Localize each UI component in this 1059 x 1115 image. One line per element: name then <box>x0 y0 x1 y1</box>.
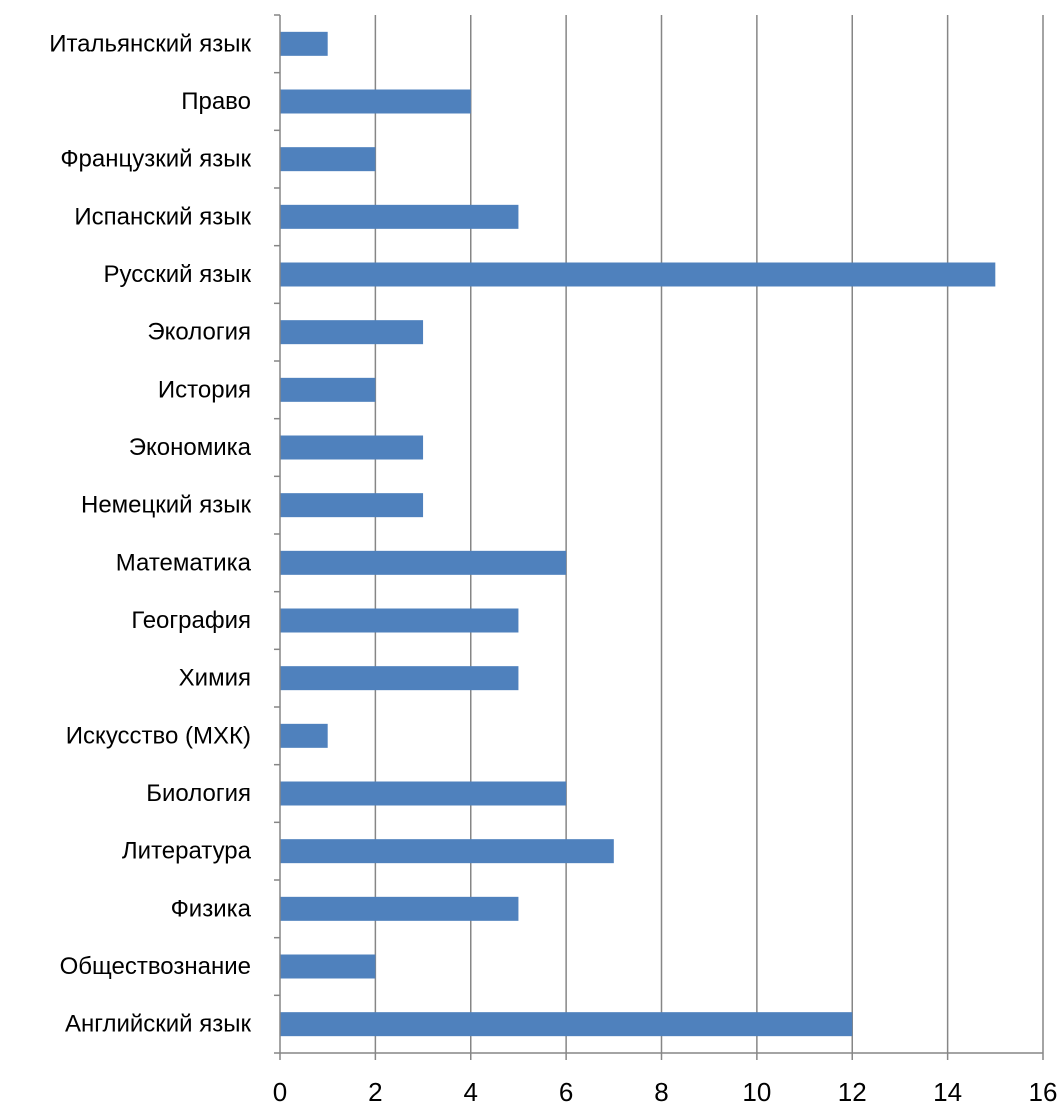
category-label: Испанский язык <box>74 203 251 230</box>
bar-9: Немецкий язык: 3 <box>280 493 424 518</box>
x-tick-label: 8 <box>654 1077 668 1107</box>
bar-16: Право: 4 <box>280 89 471 114</box>
label-layer: Английский язык Обществознание Физика Литер… <box>49 30 1057 1107</box>
bar-5: Искусство (МХК): 1 <box>280 723 328 748</box>
bar-2: Физика: 5 <box>280 896 519 921</box>
bar-4: Биология: 6 <box>280 781 567 806</box>
category-label: Немецкий язык <box>81 492 252 519</box>
bar-0: Английский язык: 12 <box>280 1012 853 1037</box>
category-label: Право <box>181 88 251 115</box>
x-tick-label: 4 <box>464 1077 478 1107</box>
x-tick-label: 14 <box>933 1077 962 1107</box>
category-label: Итальянский язык <box>49 30 251 57</box>
bar-6: Химия: 5 <box>280 666 519 691</box>
bar-1: Обществознание: 2 <box>280 954 376 979</box>
bar-11: История: 2 <box>280 377 376 402</box>
category-label: Русский язык <box>104 261 252 288</box>
bar-12: Экология: 3 <box>280 320 424 345</box>
category-label: Экология <box>147 319 251 346</box>
bar-14: Испанский язык: 5 <box>280 204 519 229</box>
bar-10: Экономика: 3 <box>280 435 424 460</box>
x-tick-label: 2 <box>368 1077 382 1107</box>
category-label: Экономика <box>129 434 252 461</box>
bar-8: Математика: 6 <box>280 550 567 575</box>
category-label: Биология <box>146 780 251 807</box>
x-tick-label: 6 <box>559 1077 573 1107</box>
category-label: Математика <box>116 549 252 576</box>
x-tick-label: 10 <box>742 1077 771 1107</box>
category-label: Обществознание <box>60 953 251 980</box>
bar-layer: Английский язык: 12 Обществознание: 2 Физи… <box>280 31 996 1037</box>
bar-13: Русский язык: 15 <box>280 262 996 287</box>
category-label: Физика <box>171 895 252 922</box>
x-tick-label: 12 <box>838 1077 867 1107</box>
grid-layer <box>374 15 1044 1053</box>
x-tick-label: 16 <box>1029 1077 1058 1107</box>
bar-17: Итальянский язык: 1 <box>280 31 328 56</box>
bar-15: Французкий язык: 2 <box>280 147 376 172</box>
category-label: Искусство (МХК) <box>66 722 251 749</box>
category-label: Литература <box>122 838 252 865</box>
category-label: История <box>158 376 251 403</box>
category-label: Английский язык <box>65 1011 252 1038</box>
category-label: География <box>131 607 251 634</box>
x-tick-label: 0 <box>273 1077 287 1107</box>
axis-layer <box>274 14 1044 1060</box>
category-label: Французкий язык <box>60 146 251 173</box>
bar-3: Литература: 7 <box>280 839 614 864</box>
bar-7: География: 5 <box>280 608 519 633</box>
category-label: Химия <box>179 665 251 692</box>
